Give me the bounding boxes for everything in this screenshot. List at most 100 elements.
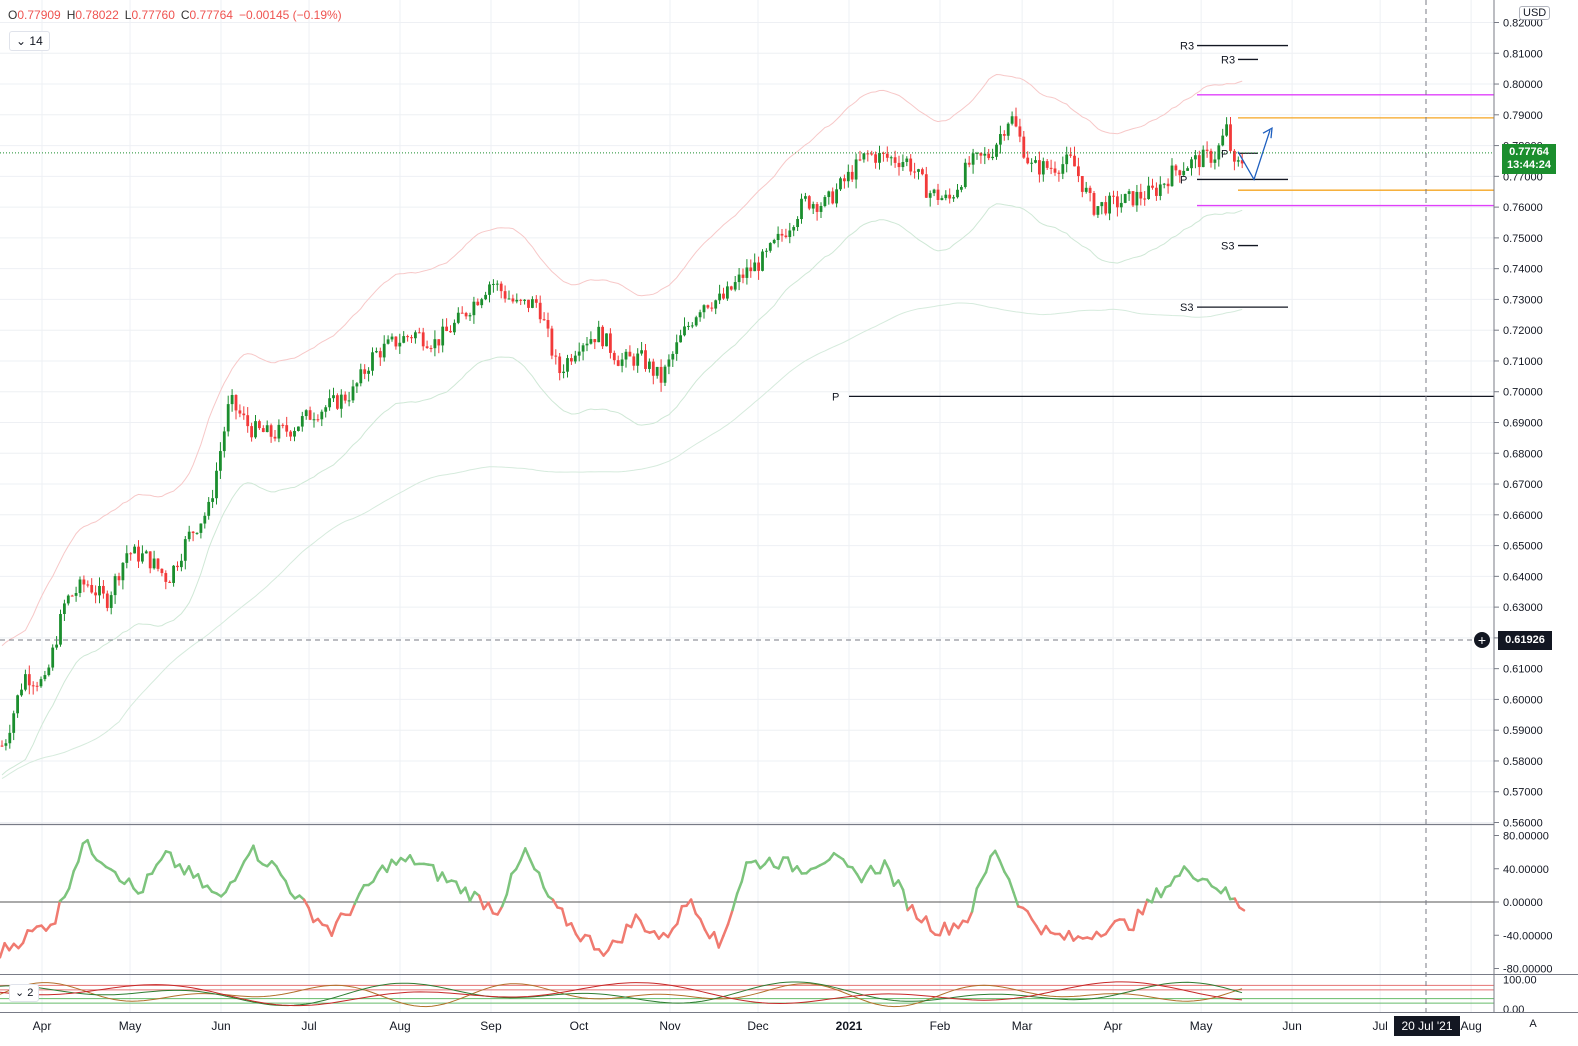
candle-body (453, 322, 456, 333)
osc-segment (570, 922, 578, 936)
candle-body (573, 355, 577, 362)
interval-toggle[interactable]: ⌄ 14 (9, 31, 50, 51)
osc-segment (454, 880, 462, 895)
candle-body (807, 196, 811, 209)
candle-body (616, 360, 620, 366)
x-tick-label: Jul (301, 1019, 316, 1033)
osc-segment (943, 921, 951, 936)
pivot-label: R3 (1180, 41, 1194, 53)
candle-body (780, 233, 784, 236)
y-tick-label: 0.81000 (1503, 48, 1543, 60)
candle-body (960, 187, 963, 190)
candle-body (250, 426, 253, 438)
candle-body (952, 197, 955, 199)
candle-body (1209, 150, 1213, 163)
candle-body (168, 581, 172, 583)
osc-segment (1187, 870, 1195, 880)
candle-body (534, 299, 538, 303)
candle-body (1049, 167, 1053, 169)
candle-body (31, 685, 35, 687)
candle-body (706, 305, 710, 308)
candle-body (160, 568, 164, 574)
candle-body (82, 579, 86, 585)
candle-body (507, 298, 511, 300)
candle-body (924, 174, 928, 198)
candle-body (394, 336, 398, 347)
candle-body (823, 197, 827, 207)
candle-body (628, 351, 632, 357)
candle-body (375, 351, 378, 353)
candle-body (1053, 168, 1057, 173)
candle-body (932, 189, 936, 194)
candle-body (1178, 170, 1182, 176)
plus-circle-icon[interactable]: + (1474, 632, 1490, 648)
candle-body (519, 299, 523, 301)
currency-button[interactable]: USD (1519, 6, 1551, 20)
stochastic-pane: 100.00 0.00 (0, 975, 1537, 1016)
osc-segment (1205, 878, 1213, 888)
candle-body (355, 383, 359, 387)
candle-body (343, 394, 347, 401)
candle-body (718, 293, 721, 301)
candle-body (316, 419, 320, 421)
osc-segment (966, 910, 974, 924)
candle-body (804, 196, 807, 199)
candle-body (999, 134, 1002, 145)
candle-body (1030, 162, 1033, 164)
candle-body (176, 565, 179, 568)
candle-body (433, 339, 437, 349)
crosshair-price-label: 0.61926 (1498, 631, 1552, 650)
osc-segment (468, 890, 476, 903)
candle-body (300, 416, 304, 427)
candle-body (940, 198, 944, 201)
y-tick-label: 0.74000 (1503, 264, 1543, 276)
crosshair-date-label: 20 Jul '21 (1394, 1016, 1460, 1036)
x-tick-label: Jun (1282, 1019, 1301, 1033)
candle-body (1186, 168, 1189, 171)
x-tick-label: Nov (659, 1019, 680, 1033)
osc-segment (970, 887, 979, 913)
candle-body (800, 198, 803, 220)
candle-body (1229, 124, 1232, 151)
candle-body (850, 171, 854, 180)
candle-body (117, 576, 121, 581)
candle-body (655, 366, 659, 376)
candle-body (963, 162, 967, 188)
low-value: 0.77760 (131, 8, 175, 22)
auto-scale-button[interactable]: A (1529, 1018, 1537, 1030)
indicator-toggle[interactable]: ⌄ 2 (9, 984, 40, 1002)
candle-body (870, 153, 874, 155)
y-tick-label: 0.57000 (1503, 787, 1543, 799)
candle-body (1108, 195, 1111, 214)
osc-segment (113, 870, 122, 883)
candle-body (874, 154, 877, 163)
candle-body (492, 283, 495, 285)
candle-body (605, 333, 608, 347)
candle-body (121, 562, 125, 581)
candle-body (304, 410, 308, 417)
y-tick-label: 0.69000 (1503, 418, 1543, 430)
candle-body (125, 553, 129, 563)
candlestick-series (0, 107, 1244, 751)
candle-body (1061, 164, 1065, 174)
candle-body (211, 498, 214, 502)
osc-segment (1026, 910, 1034, 921)
x-tick-label: Mar (1012, 1019, 1033, 1033)
candle-body (531, 299, 534, 308)
candle-body (332, 395, 335, 399)
osc-segment (523, 847, 532, 861)
candle-body (1045, 161, 1049, 168)
x-tick-label: Aug (1460, 1019, 1481, 1033)
candle-body (359, 369, 363, 384)
candle-body (156, 558, 160, 569)
candle-body (511, 298, 515, 302)
candle-body (585, 343, 589, 346)
osc-tick-label: 80.00000 (1503, 831, 1549, 843)
osc-segment (606, 939, 615, 952)
y-tick-label: 0.60000 (1503, 694, 1543, 706)
osc-segment (1030, 918, 1038, 928)
x-tick-label: Apr (33, 1019, 52, 1033)
candle-body (1112, 195, 1115, 197)
price-projection-arrow[interactable] (1237, 127, 1273, 182)
